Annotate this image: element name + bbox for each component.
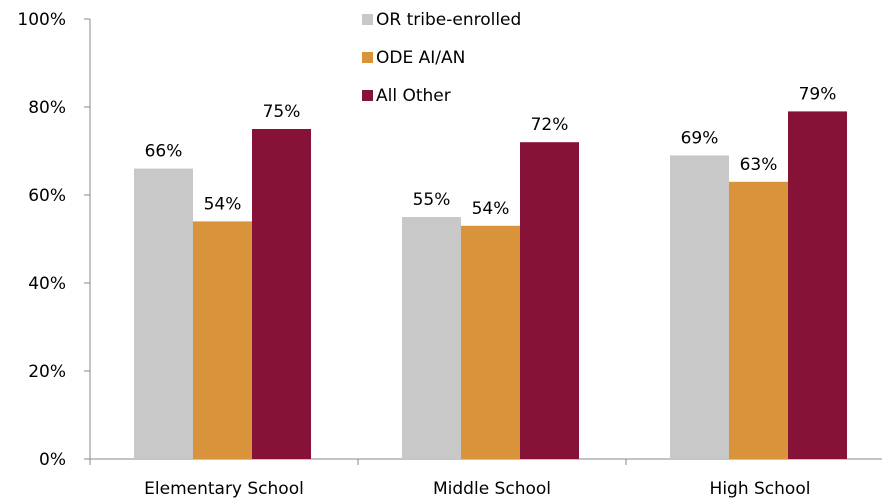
data-label: 66% [145,142,183,162]
y-tick-label: 0% [39,450,66,470]
bar [402,217,461,459]
legend-label: ODE AI/AN [376,48,465,68]
bar [729,181,788,460]
data-label: 75% [263,102,301,122]
legend-label: All Other [376,86,451,106]
bar [252,129,311,459]
data-label: 72% [531,115,569,135]
data-label: 54% [472,199,510,219]
legend-label: OR tribe-enrolled [376,10,521,30]
legend-swatch [362,14,373,25]
data-label: 69% [681,128,719,148]
bar [788,111,847,460]
y-tick-label: 80% [28,98,66,118]
bar [520,142,579,459]
x-tick-label: High School [710,479,811,499]
bar [461,225,520,459]
x-tick-label: Middle School [433,479,551,499]
legend-swatch [362,90,373,101]
data-label: 63% [740,155,778,175]
y-tick-label: 40% [28,274,66,294]
bar [134,168,193,459]
data-label: 55% [413,190,451,210]
y-tick-label: 20% [28,362,66,382]
data-label: 79% [799,84,837,104]
y-tick-label: 60% [28,186,66,206]
legend-swatch [362,52,373,63]
bar [670,155,729,459]
data-label: 54% [204,194,242,214]
bar [193,221,252,459]
x-tick-label: Elementary School [144,479,304,499]
y-tick-label: 100% [17,10,66,30]
